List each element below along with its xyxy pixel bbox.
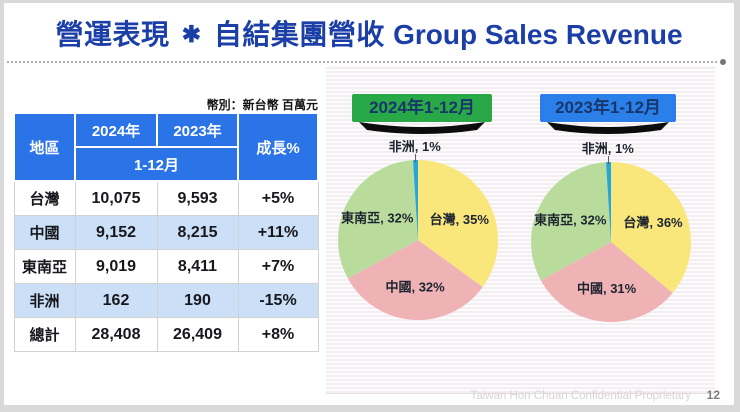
col-header-region: 地區: [13, 112, 76, 182]
cell-2023: 190: [156, 283, 239, 318]
pie-slice: [605, 162, 611, 242]
title-zh-left: 營運表現: [55, 19, 170, 50]
cell-growth: +5%: [237, 180, 319, 216]
presentation-slide: 營運表現 ✱ 自結集團營收 Group Sales Revenue 幣別：新台幣…: [4, 3, 734, 405]
cell-2023: 9,593: [156, 180, 239, 216]
title-zh-right: 自結集團營收: [213, 19, 385, 50]
pie-slice-label: 中國, 32%: [385, 279, 445, 294]
asterisk-icon: ✱: [181, 21, 202, 47]
col-header-2023: 2023年: [156, 112, 239, 148]
cell-region: 非洲: [13, 283, 76, 318]
pie-slice-label: 東南亞, 32%: [341, 211, 414, 226]
pie-slice-label: 東南亞, 32%: [534, 213, 607, 228]
pie-slice: [338, 160, 418, 279]
col-header-period: 1-12月: [74, 146, 239, 182]
cell-region: 東南亞: [13, 249, 76, 284]
table-row: 中國 9,152 8,215 +11%: [13, 215, 319, 250]
pie-slice-label: 台灣, 36%: [623, 215, 683, 230]
currency-note: 幣別：新台幣 百萬元: [206, 98, 318, 112]
table-row: 台灣 10,075 9,593 +5%: [13, 180, 319, 216]
cell-2023: 26,409: [156, 317, 239, 352]
pie-chart-2024: 台灣, 35% 中國, 32% 東南亞, 32% 非洲, 1%: [338, 140, 498, 320]
cell-2024: 9,019: [74, 249, 158, 284]
revenue-table: 地區 2024年 2023年 成長% 1-12月 台灣 10,075 9,593…: [13, 112, 319, 352]
cell-2024: 9,152: [74, 215, 158, 250]
pie-slice: [540, 242, 673, 322]
cell-growth: +7%: [237, 249, 319, 284]
cell-region: 總計: [13, 317, 76, 352]
table-row: 東南亞 9,019 8,411 +7%: [13, 249, 319, 284]
cell-growth: +11%: [237, 215, 319, 250]
table-row: 非洲 162 190 -15%: [13, 283, 319, 318]
cell-2024: 162: [74, 283, 158, 318]
chart-title-2024: 2024年1-12月: [352, 94, 492, 122]
divider-end-dot-icon: [720, 59, 726, 65]
badge-shadow-swoosh: [359, 122, 485, 134]
pie-slice: [347, 240, 483, 320]
col-header-growth: 成長%: [237, 112, 319, 182]
cell-growth: -15%: [237, 283, 319, 318]
pie-slice: [412, 160, 418, 240]
cell-2023: 8,411: [156, 249, 239, 284]
table-row-total: 總計 28,408 26,409 +8%: [13, 317, 319, 352]
badge-shadow-swoosh: [547, 122, 669, 134]
pie-slice-label: 台灣, 35%: [430, 212, 490, 227]
pie-slice: [418, 160, 498, 288]
title-en: Group Sales Revenue: [393, 19, 683, 50]
pie-slice: [531, 162, 611, 281]
pie-chart-2023: 台灣, 36% 中國, 31% 東南亞, 32% 非洲, 1%: [531, 142, 691, 322]
pie-slice-label: 非洲, 1%: [582, 142, 634, 156]
dotted-divider: [7, 61, 717, 63]
page-number: 12: [706, 388, 720, 402]
cell-region: 台灣: [13, 180, 76, 216]
pie-slice-label: 中國, 31%: [577, 281, 637, 296]
chart-title-2023: 2023年1-12月: [540, 94, 676, 122]
pie-slice: [611, 162, 691, 293]
cell-region: 中國: [13, 215, 76, 250]
page-title: 營運表現 ✱ 自結集團營收 Group Sales Revenue: [4, 13, 734, 53]
cell-2024: 28,408: [74, 317, 158, 352]
pie-slice-label: 非洲, 1%: [389, 140, 441, 154]
cell-2023: 8,215: [156, 215, 239, 250]
confidential-note: Taiwan Hon Chuan Confidential Proprietar…: [470, 390, 691, 402]
chart-panel: 2024年1-12月 2023年1-12月 台灣, 35% 中國, 32% 東南亞,…: [326, 65, 715, 394]
cell-2024: 10,075: [74, 180, 158, 216]
cell-growth: +8%: [237, 317, 319, 352]
col-header-2024: 2024年: [74, 112, 158, 148]
